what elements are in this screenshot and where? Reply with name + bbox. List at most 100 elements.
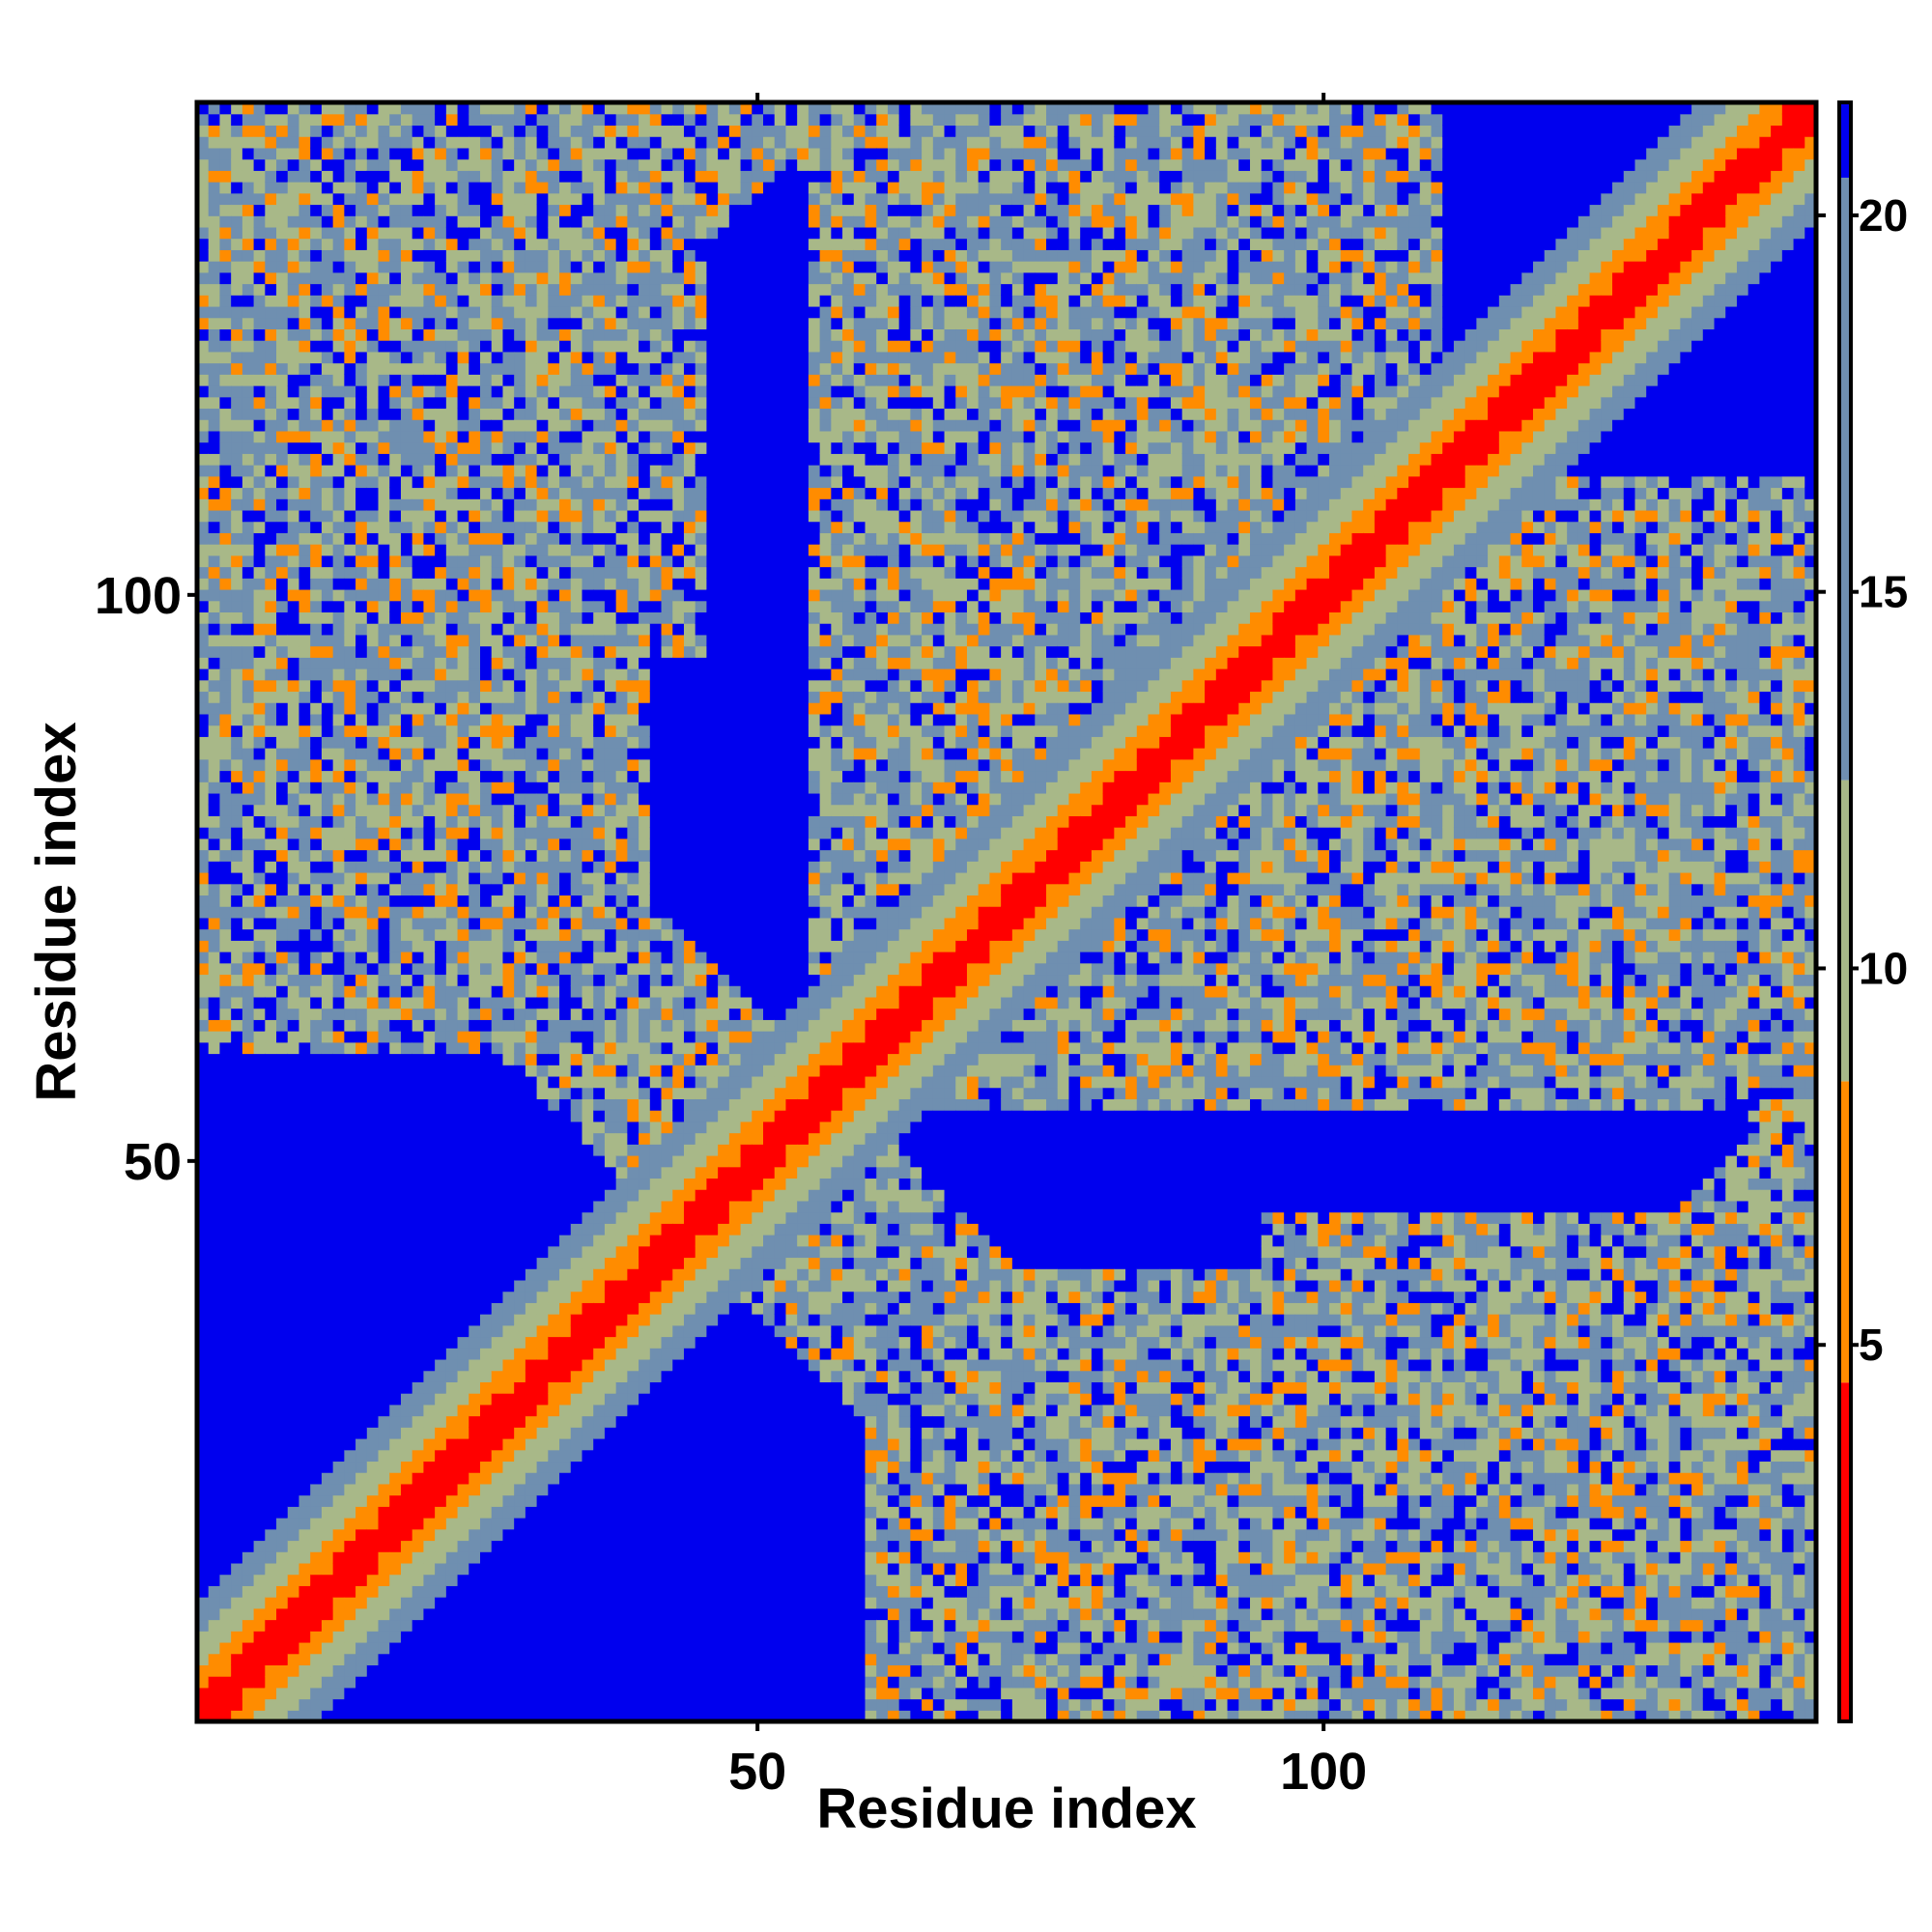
- heatmap-cell: [265, 974, 277, 986]
- heatmap-cell: [276, 182, 289, 194]
- heatmap-cell: [287, 871, 300, 885]
- heatmap-cell: [400, 113, 413, 127]
- heatmap-cell: [378, 804, 390, 816]
- heatmap-cell: [582, 226, 594, 240]
- heatmap-cell: [491, 509, 504, 523]
- heatmap-cell: [514, 408, 526, 420]
- heatmap-cell: [469, 1031, 481, 1043]
- heatmap-cell: [412, 328, 425, 341]
- heatmap-cell: [548, 261, 560, 273]
- heatmap-cell: [219, 1348, 232, 1360]
- heatmap-cell: [378, 340, 390, 353]
- heatmap-cell: [378, 1631, 390, 1643]
- heatmap-cell: [265, 271, 277, 285]
- heatmap-cell: [514, 238, 526, 250]
- heatmap-cell: [321, 1358, 334, 1372]
- heatmap-cell: [412, 1653, 425, 1665]
- heatmap-cell: [423, 1381, 436, 1394]
- heatmap-cell: [355, 1166, 368, 1179]
- heatmap-cell: [389, 1121, 402, 1134]
- heatmap-cell: [366, 1302, 380, 1315]
- heatmap-cell: [435, 465, 447, 477]
- heatmap-cell: [514, 362, 526, 375]
- heatmap-cell: [219, 1551, 232, 1564]
- heatmap-cell: [276, 1631, 289, 1643]
- heatmap-cell: [197, 724, 210, 737]
- heatmap-cell: [253, 1235, 266, 1247]
- heatmap-cell: [287, 1178, 300, 1190]
- heatmap-cell: [525, 1518, 538, 1530]
- heatmap-cell: [253, 182, 266, 194]
- heatmap-cell: [332, 554, 345, 568]
- heatmap-cell: [310, 1314, 323, 1326]
- heatmap-cell: [355, 475, 368, 489]
- heatmap-cell: [525, 861, 538, 873]
- heatmap-cell: [332, 611, 345, 624]
- heatmap-cell: [423, 792, 436, 806]
- heatmap-cell: [208, 1698, 221, 1711]
- heatmap-cell: [253, 1437, 266, 1451]
- heatmap-cell: [570, 1449, 583, 1463]
- heatmap-cell: [480, 917, 493, 930]
- heatmap-cell: [389, 419, 402, 432]
- heatmap-cell: [265, 1019, 277, 1032]
- heatmap-cell: [253, 1676, 266, 1689]
- heatmap-cell: [265, 895, 277, 907]
- heatmap-cell: [469, 1075, 481, 1089]
- heatmap-cell: [242, 883, 255, 896]
- heatmap-cell: [389, 1302, 402, 1315]
- heatmap-cell: [208, 1132, 221, 1145]
- heatmap-cell: [536, 600, 549, 613]
- heatmap-cell: [287, 940, 300, 952]
- heatmap-cell: [389, 1698, 402, 1711]
- heatmap-cell: [491, 158, 504, 171]
- heatmap-cell: [435, 102, 447, 115]
- heatmap-cell: [253, 498, 266, 511]
- heatmap-cell: [208, 1223, 221, 1236]
- heatmap-cell: [287, 588, 300, 602]
- heatmap-cell: [559, 102, 572, 115]
- heatmap-cell: [536, 521, 549, 533]
- heatmap-cell: [525, 1506, 538, 1519]
- heatmap-cell: [332, 1607, 345, 1621]
- heatmap-cell: [536, 554, 549, 568]
- heatmap-cell: [582, 634, 594, 647]
- heatmap-cell: [570, 283, 583, 296]
- heatmap-cell: [366, 1291, 380, 1303]
- heatmap-cell: [400, 351, 413, 364]
- heatmap-cell: [355, 1324, 368, 1338]
- heatmap-cell: [208, 645, 221, 658]
- heatmap-cell: [525, 1291, 538, 1303]
- heatmap-cell: [559, 1449, 572, 1463]
- heatmap-cell: [457, 623, 469, 636]
- heatmap-cell: [265, 136, 277, 149]
- heatmap-cell: [469, 182, 481, 194]
- heatmap-cell: [570, 1381, 583, 1394]
- heatmap-cell: [536, 317, 549, 330]
- heatmap-cell: [536, 1585, 549, 1598]
- heatmap-cell: [457, 102, 469, 115]
- heatmap-cell: [242, 1358, 255, 1372]
- heatmap-cell: [378, 1279, 390, 1293]
- heatmap-cell: [423, 1324, 436, 1338]
- heatmap-cell: [412, 623, 425, 636]
- heatmap-cell: [423, 883, 436, 896]
- heatmap-cell: [287, 1506, 300, 1519]
- heatmap-cell: [208, 1664, 221, 1677]
- heatmap-cell: [469, 1314, 481, 1326]
- heatmap-cell: [355, 182, 368, 194]
- heatmap-cell: [570, 305, 583, 319]
- heatmap-cell: [321, 226, 334, 240]
- heatmap-cell: [344, 125, 356, 137]
- heatmap-cell: [570, 340, 583, 353]
- heatmap-cell: [253, 1404, 266, 1417]
- heatmap-cell: [355, 1483, 368, 1496]
- heatmap-cell: [389, 1257, 402, 1269]
- heatmap-cell: [287, 317, 300, 330]
- heatmap-cell: [378, 657, 390, 669]
- heatmap-cell: [480, 928, 493, 941]
- heatmap-cell: [332, 623, 345, 636]
- heatmap-cell: [536, 748, 549, 760]
- heatmap-cell: [355, 125, 368, 137]
- heatmap-cell: [219, 1607, 232, 1621]
